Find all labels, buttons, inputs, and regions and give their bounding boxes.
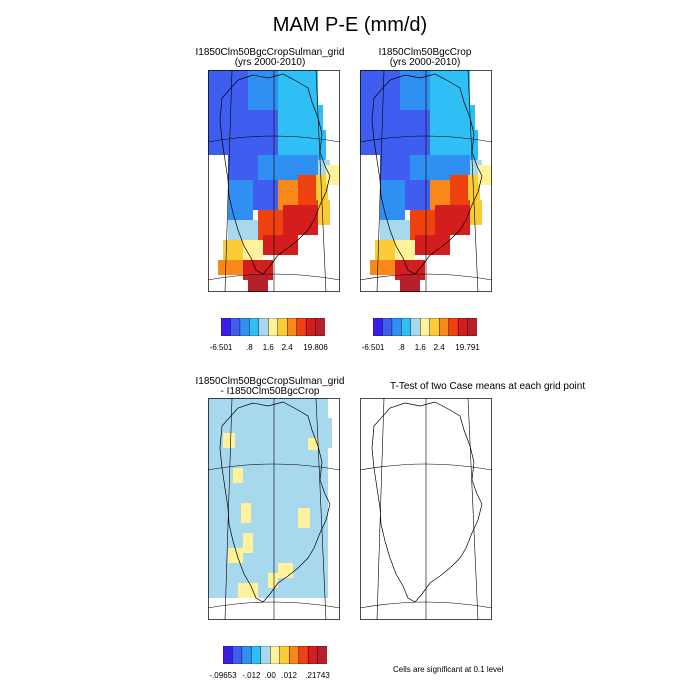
graticule <box>360 398 492 620</box>
colorbar-swatch <box>279 646 290 664</box>
colorbar-swatch <box>410 318 421 336</box>
colorbar-swatch <box>429 318 440 336</box>
colorbar-swatch <box>420 318 431 336</box>
colorbar-tick-label: 19.791 <box>455 343 480 352</box>
colorbar-swatch <box>270 646 281 664</box>
colorbar-tick-label: 19.806 <box>303 343 328 352</box>
colorbar-swatch <box>249 318 260 336</box>
colorbar-swatch <box>373 318 383 336</box>
colorbar-3 <box>223 646 327 664</box>
data-cells <box>208 398 332 598</box>
coastline <box>219 73 331 275</box>
colorbar-tick-label: -.09653 <box>209 671 237 680</box>
colorbar-swatch <box>268 318 279 336</box>
colorbar-swatch <box>251 646 262 664</box>
colorbar-swatch <box>391 318 402 336</box>
colorbar-swatch <box>317 646 327 664</box>
map-panel-2 <box>360 70 492 292</box>
colorbar-tick-label: .012 <box>281 671 297 680</box>
colorbar-tick-label: -.012 <box>242 671 261 680</box>
colorbar-swatch <box>315 318 325 336</box>
panel-2-title-line1: I1850Clm50BgcCrop <box>378 47 472 58</box>
graticule <box>208 70 340 292</box>
colorbar-swatch <box>230 318 241 336</box>
panel-4-title-line1: T-Test of two Case means at each grid po… <box>390 381 586 392</box>
significance-note: Cells are significant at 0.1 level <box>393 665 504 674</box>
panel-1-title-line1: I1850Clm50BgcCropSulman_grid <box>195 47 345 58</box>
panel-1-title-line2: (yrs 2000-2010) <box>234 57 306 68</box>
colorbar-swatch <box>277 318 288 336</box>
colorbar-tick-label: 1.6 <box>414 343 426 352</box>
colorbar-swatch <box>305 318 317 336</box>
colorbar-tick-label: .8 <box>398 343 405 352</box>
graticule <box>360 70 492 292</box>
colorbar-tick-label: .21743 <box>305 671 330 680</box>
panel-frame <box>360 398 492 620</box>
colorbar-swatch <box>457 318 469 336</box>
colorbar-swatch <box>382 318 393 336</box>
colorbar-tick-label: .00 <box>264 671 276 680</box>
panel-2-title: I1850Clm50BgcCrop (yrs 2000-2010) <box>345 48 505 68</box>
colorbar-1 <box>221 318 325 336</box>
map-panel-4 <box>360 398 492 620</box>
panel-3-title: I1850Clm50BgcCropSulman_grid - I1850Clm5… <box>190 377 350 397</box>
colorbar-2-labels: -6.501 .8 1.6 2.4 19.791 <box>358 343 492 355</box>
panel-3-title-line2: - I1850Clm50BgcCrop <box>220 386 320 397</box>
colorbar-tick-label: -6.501 <box>209 343 233 352</box>
colorbar-swatch <box>296 318 307 336</box>
colorbar-tick-label: 2.4 <box>281 343 293 352</box>
colorbar-swatch <box>258 318 269 336</box>
colorbar-2 <box>373 318 477 336</box>
colorbar-swatch <box>288 646 300 664</box>
panel-frame <box>208 70 340 292</box>
map-panel-3 <box>208 398 340 620</box>
colorbar-swatch <box>438 318 450 336</box>
graticule <box>208 398 340 620</box>
panel-3-title-line1: I1850Clm50BgcCropSulman_grid <box>195 376 345 387</box>
panel-frame <box>360 70 492 292</box>
colorbar-swatch <box>401 318 412 336</box>
colorbar-swatch <box>307 646 319 664</box>
colorbar-tick-label: .8 <box>246 343 253 352</box>
coastline <box>371 401 483 603</box>
colorbar-swatch <box>241 646 252 664</box>
colorbar-1-labels: -6.501 .8 1.6 2.4 19.806 <box>206 343 340 355</box>
panel-2-title-line2: (yrs 2000-2010) <box>389 57 461 68</box>
panel-1-title: I1850Clm50BgcCropSulman_grid (yrs 2000-2… <box>190 48 350 68</box>
colorbar-swatch <box>232 646 243 664</box>
data-cells <box>208 70 340 292</box>
colorbar-swatch <box>448 318 459 336</box>
colorbar-tick-label: -6.501 <box>361 343 385 352</box>
figure-title: MAM P-E (mm/d) <box>272 14 428 36</box>
panel-4-title: T-Test of two Case means at each grid po… <box>390 382 630 392</box>
panel-frame <box>208 398 340 620</box>
colorbar-swatch <box>286 318 298 336</box>
colorbar-swatch <box>298 646 309 664</box>
coastline <box>219 401 331 603</box>
colorbar-3-labels: -.09653 -.012.00 .012 .21743 <box>208 671 342 683</box>
colorbar-swatch <box>239 318 250 336</box>
colorbar-swatch <box>221 318 231 336</box>
colorbar-tick-label: 2.4 <box>433 343 445 352</box>
colorbar-swatch <box>223 646 233 664</box>
colorbar-swatch <box>260 646 271 664</box>
colorbar-swatch <box>467 318 477 336</box>
coastline <box>371 73 483 275</box>
map-panel-1 <box>208 70 340 292</box>
colorbar-tick-label: 1.6 <box>262 343 274 352</box>
data-cells <box>360 70 492 292</box>
